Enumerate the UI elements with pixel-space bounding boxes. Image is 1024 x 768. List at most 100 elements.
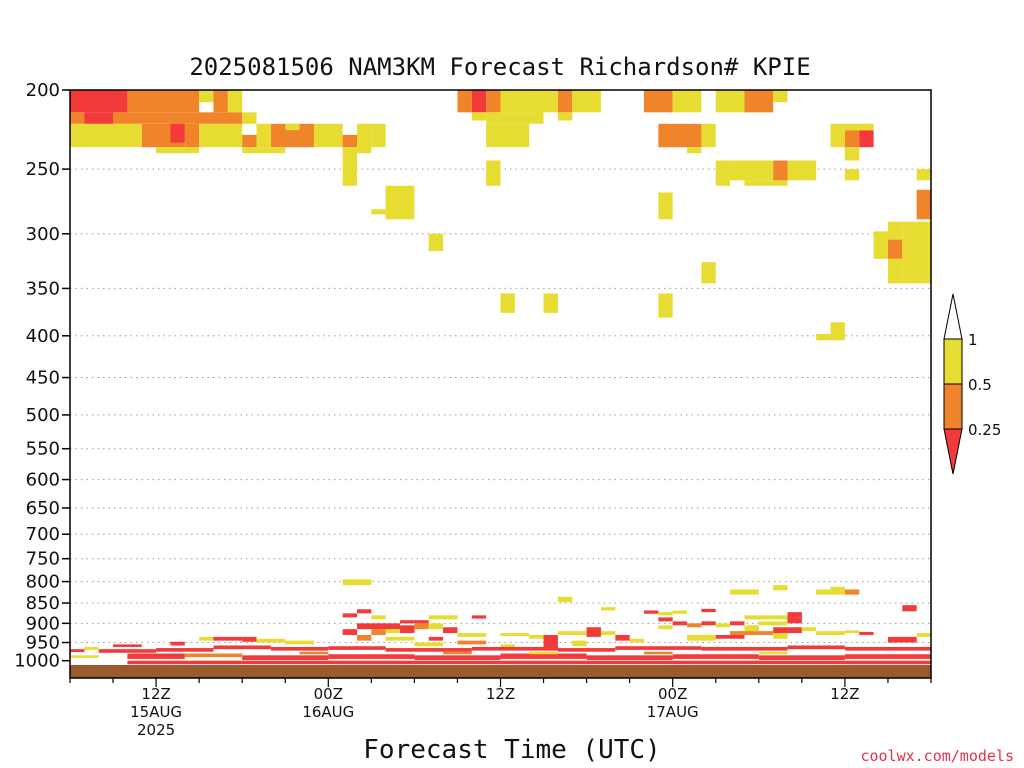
ri-cell [213, 90, 228, 113]
legend-05-1-box [943, 338, 963, 385]
ri-cell [486, 123, 530, 148]
y-tick-label: 950 [26, 633, 60, 654]
ri-cell [500, 644, 515, 649]
x-tick-label: 12Z [830, 685, 859, 703]
ri-cell [313, 123, 343, 148]
ri-cell [586, 627, 601, 637]
ri-cell [227, 90, 243, 113]
ri-cell [242, 655, 329, 660]
ri-cell [70, 649, 85, 653]
ri-cell [615, 634, 630, 641]
ri-cell [902, 221, 931, 284]
ri-cell [385, 636, 415, 641]
ri-cell [529, 651, 558, 655]
ri-cell [428, 623, 444, 630]
ri-cell [730, 589, 759, 595]
ri-cell [887, 221, 903, 240]
ri-cell [285, 123, 300, 131]
ri-cell [629, 638, 644, 643]
x-tick-label: 12Z [141, 685, 170, 703]
credit-text: coolwx.com/models [860, 747, 1014, 765]
ri-cell [342, 613, 357, 618]
ri-cell [400, 625, 415, 634]
ri-cell [199, 90, 214, 103]
ri-cell [557, 648, 616, 652]
ri-cell [658, 617, 673, 622]
y-tick-label: 800 [26, 572, 60, 593]
ri-cell [773, 585, 788, 591]
ri-cell [156, 648, 214, 652]
ri-cell [701, 123, 716, 148]
ri-cell [557, 90, 573, 113]
ri-cell [471, 646, 558, 651]
ri-cell [213, 636, 243, 641]
ri-cell [414, 655, 501, 660]
ri-cell [471, 90, 487, 113]
ri-cell [730, 631, 774, 635]
ri-cell [586, 655, 673, 660]
ri-cell [658, 612, 673, 616]
x-tick-label: 00Z [314, 685, 343, 703]
ri-cell [486, 160, 501, 186]
ri-cell [787, 645, 845, 650]
legend-label: 0.25 [968, 421, 1001, 439]
legend-lt025-triangle [943, 428, 963, 475]
ri-cell [170, 641, 185, 646]
ri-cell [844, 589, 860, 595]
ri-cell [744, 180, 788, 186]
legend-label: 1 [968, 331, 978, 349]
ri-cell [371, 615, 386, 620]
ri-cell [873, 231, 888, 259]
ri-cell [644, 90, 673, 113]
color-legend: 1 0.5 0.25 [943, 293, 1001, 475]
gridlines [70, 168, 931, 644]
ri-cell [701, 608, 716, 613]
ri-cell [328, 646, 386, 650]
ri-cell [773, 627, 802, 634]
ri-cell [730, 621, 745, 626]
ri-cell [557, 112, 573, 121]
ri-cell [701, 646, 788, 651]
ri-cell [385, 629, 401, 634]
ri-cell [801, 627, 817, 632]
ri-cell [859, 631, 874, 635]
ri-cell [658, 123, 702, 148]
ri-cell [428, 636, 444, 641]
ri-cell [687, 634, 716, 641]
ri-cell [644, 610, 659, 614]
y-tick-label: 700 [26, 524, 60, 545]
ri-cell [457, 633, 487, 637]
ri-cell [543, 634, 558, 650]
ri-cell [428, 233, 444, 252]
y-tick-label: 750 [26, 549, 60, 570]
ri-cell [844, 130, 860, 148]
ri-cell [428, 615, 458, 620]
ri-cell [916, 633, 931, 637]
ri-cell [500, 293, 515, 313]
ri-cell [844, 147, 860, 161]
ri-cell [242, 147, 286, 154]
ri-cell [357, 634, 372, 641]
legend-label: 0.5 [968, 376, 992, 394]
ri-cell [844, 646, 931, 651]
ri-cell [816, 334, 831, 341]
y-tick-label: 400 [26, 326, 60, 347]
ri-cell [127, 90, 200, 113]
x-tick-label: 17AUG [647, 703, 699, 721]
ri-cell [70, 112, 171, 124]
y-tick-label: 600 [26, 470, 60, 491]
ri-cell [787, 617, 802, 624]
y-tick-label: 450 [26, 368, 60, 389]
ri-cell [385, 648, 472, 652]
y-tick-label: 900 [26, 613, 60, 634]
ri-cell [400, 620, 429, 624]
ri-cell [256, 638, 286, 643]
ri-cell [486, 90, 501, 113]
ri-cell [543, 293, 558, 313]
ri-cell [730, 160, 774, 181]
y-tick-label: 300 [26, 224, 60, 245]
ri-cell [644, 651, 673, 655]
x-tick-label: 16AUG [302, 703, 354, 721]
